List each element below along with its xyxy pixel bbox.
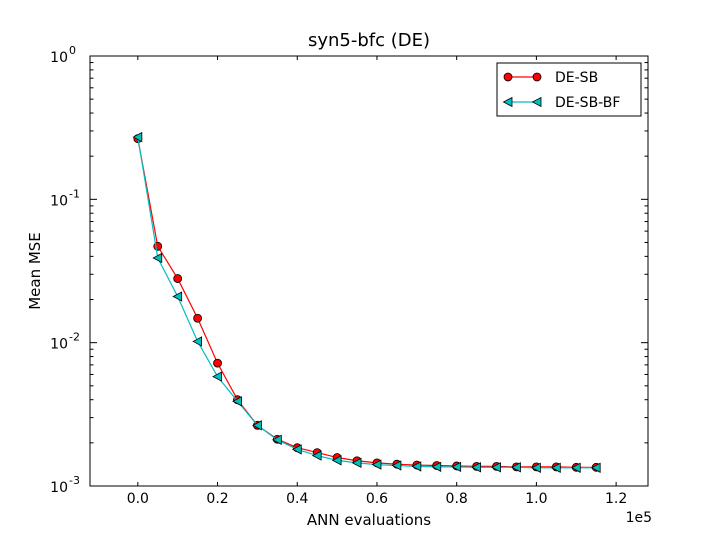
x-axis-title: ANN evaluations <box>307 511 431 529</box>
y-tick-label-exponent: -1 <box>69 187 80 200</box>
legend-box <box>496 62 642 117</box>
x-axis-multiplier: 1e5 <box>626 510 652 526</box>
legend-entry: DE-SB <box>503 70 598 86</box>
data-point <box>212 371 222 382</box>
data-point <box>173 274 183 283</box>
series-2 <box>132 131 601 473</box>
data-point <box>371 459 382 470</box>
data-point <box>531 462 541 473</box>
legend-marker <box>531 96 542 108</box>
data-point <box>213 358 222 368</box>
legend-entry: DE-SB-BF <box>502 95 620 111</box>
x-tick-label: 0.4 <box>286 491 308 507</box>
y-tick-label: 10 <box>50 50 68 66</box>
data-point <box>132 131 143 143</box>
x-tick-label: 0.0 <box>127 491 149 507</box>
y-tick-label: 10 <box>50 337 68 353</box>
data-point <box>491 462 501 473</box>
data-point <box>451 461 462 473</box>
data-point <box>271 434 282 445</box>
data-point <box>590 462 601 473</box>
data-point <box>431 461 442 473</box>
chart-title: syn5-bfc (DE) <box>308 30 430 51</box>
y-tick-label-exponent: -2 <box>69 331 80 344</box>
data-point <box>291 444 302 455</box>
data-point <box>471 462 482 473</box>
data-point <box>152 252 163 264</box>
plot-marks <box>132 131 601 473</box>
y-tick-label: 10 <box>50 480 68 496</box>
data-point <box>193 313 203 323</box>
plot-frame <box>89 55 649 487</box>
data-point <box>550 462 561 473</box>
data-point <box>351 457 362 469</box>
y-axis-title: Mean MSE <box>26 232 44 310</box>
data-point <box>511 462 521 473</box>
x-tick-label: 0.2 <box>206 491 228 507</box>
y-tick-label: 10 <box>50 193 68 209</box>
legend-marker <box>502 96 513 108</box>
x-tick-label: 1.2 <box>605 491 627 507</box>
y-tick-label-exponent: -3 <box>69 474 80 487</box>
data-point <box>331 455 342 466</box>
data-point <box>232 396 242 407</box>
legend-label: DE-SB-BF <box>555 95 620 111</box>
y-tick-label-exponent: 0 <box>69 44 76 57</box>
data-point <box>570 462 581 473</box>
x-tick-label: 1.0 <box>525 491 547 507</box>
data-point <box>411 461 422 472</box>
x-tick-label: 0.6 <box>366 491 388 507</box>
data-point <box>192 336 203 347</box>
data-point <box>391 460 402 471</box>
legend: DE-SB DE-SB-BF <box>496 62 642 117</box>
x-tick-label: 0.8 <box>446 491 468 507</box>
data-point <box>252 420 262 431</box>
legend-marker <box>503 72 513 82</box>
legend-label: DE-SB <box>555 70 598 86</box>
legend-marker <box>532 72 542 82</box>
data-point <box>311 450 322 461</box>
data-point <box>172 291 183 302</box>
